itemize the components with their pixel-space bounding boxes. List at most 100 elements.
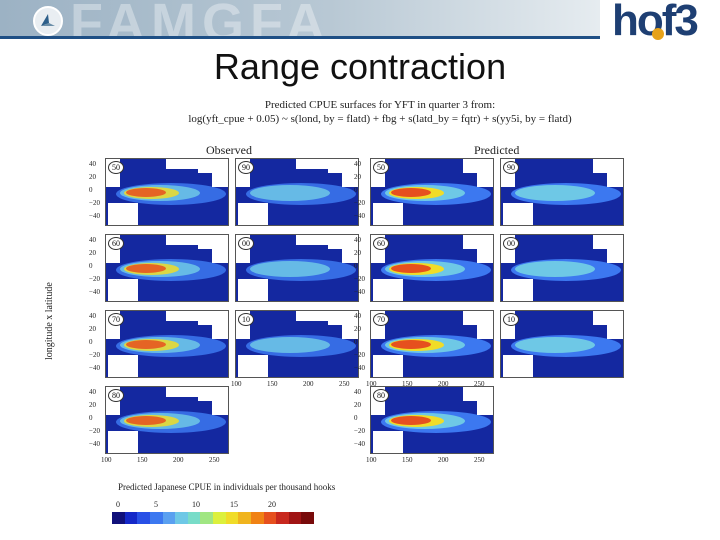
landmass	[108, 431, 138, 453]
column-header-observed: Observed	[206, 143, 252, 157]
legend-tick-label: 0	[116, 500, 120, 509]
heatmap-panel-observed-60: 60	[105, 234, 229, 302]
heatmap-panel-observed-90: 90	[235, 158, 359, 226]
landmass	[212, 169, 228, 187]
heatmap-panel-predicted-80: 80	[370, 386, 494, 454]
landmass	[212, 397, 228, 415]
y-tick-label: 20	[354, 173, 361, 181]
y-tick-label: 40	[354, 236, 361, 244]
legend-tick-label: 20	[268, 500, 276, 509]
x-tick-label: 200	[438, 380, 449, 388]
y-axis-title: longitude x latitude	[44, 282, 55, 360]
x-tick-label: 100	[366, 456, 377, 464]
y-tick-label: 0	[89, 262, 93, 270]
legend-swatch	[137, 512, 150, 524]
y-tick-label: 0	[89, 338, 93, 346]
header-band	[0, 0, 600, 36]
decade-badge: 50	[373, 161, 389, 174]
heatmap-panel-predicted-10: 10	[500, 310, 624, 378]
decade-badge: 10	[503, 313, 519, 326]
y-tick-label: −20	[354, 351, 365, 359]
heatmap-panel-predicted-50: 50	[370, 158, 494, 226]
landmass	[607, 321, 623, 339]
no-data-region	[166, 159, 228, 169]
y-tick-label: 20	[354, 401, 361, 409]
header-rule	[0, 36, 600, 39]
chart-formula: log(yft_cpue + 0.05) ~ s(lond, by = flat…	[188, 113, 572, 125]
legend-colorbar	[112, 512, 314, 524]
legend-swatch	[149, 512, 163, 524]
landmass	[373, 355, 403, 377]
logo-dot	[652, 28, 664, 40]
y-tick-label: −40	[354, 212, 365, 220]
decade-badge: 60	[373, 237, 389, 250]
x-tick-label: 200	[173, 456, 184, 464]
landmass	[238, 279, 268, 301]
heat-layer	[391, 188, 431, 197]
no-data-region	[166, 311, 228, 321]
y-tick-label: 20	[89, 249, 96, 257]
heat-layer	[126, 340, 166, 349]
landmass	[503, 279, 533, 301]
legend-swatch	[301, 512, 314, 524]
heatmap-panel-observed-50: 50	[105, 158, 229, 226]
y-tick-label: −40	[89, 364, 100, 372]
y-tick-label: 20	[89, 173, 96, 181]
heat-layer	[391, 340, 431, 349]
heatmap-panel-observed-10: 10	[235, 310, 359, 378]
heatmap-panel-predicted-60: 60	[370, 234, 494, 302]
legend-swatch	[263, 512, 277, 524]
header-watermark: FAMGFA	[70, 0, 331, 53]
y-tick-label: 20	[89, 325, 96, 333]
legend-swatch	[200, 512, 213, 524]
landmass	[373, 279, 403, 301]
landmass	[212, 245, 228, 263]
landmass	[212, 321, 228, 339]
landmass	[342, 169, 358, 187]
no-data-region	[166, 235, 228, 245]
legend-swatch	[238, 512, 251, 524]
legend-swatch	[276, 512, 289, 524]
landmass	[342, 321, 358, 339]
y-tick-label: 20	[89, 401, 96, 409]
y-tick-label: −40	[354, 288, 365, 296]
heat-layer	[250, 261, 330, 277]
legend-swatch	[213, 512, 226, 524]
y-tick-label: 0	[354, 338, 358, 346]
decade-badge: 90	[503, 161, 519, 174]
heat-layer	[126, 416, 166, 425]
legend-swatch	[250, 512, 264, 524]
legend-swatch	[162, 512, 176, 524]
y-tick-label: −20	[89, 275, 100, 283]
landmass	[503, 203, 533, 225]
y-tick-label: −20	[89, 351, 100, 359]
y-tick-label: 40	[89, 312, 96, 320]
y-tick-label: 40	[354, 160, 361, 168]
legend-swatch	[124, 512, 138, 524]
header-banner: FAMGFA	[0, 0, 720, 53]
y-tick-label: 40	[354, 388, 361, 396]
y-tick-label: −20	[354, 427, 365, 435]
y-tick-label: −40	[89, 212, 100, 220]
landmass	[477, 397, 493, 415]
heatmap-panel-predicted-90: 90	[500, 158, 624, 226]
landmass	[477, 321, 493, 339]
landmass	[477, 169, 493, 187]
heat-layer	[391, 264, 431, 273]
x-tick-label: 100	[231, 380, 242, 388]
x-tick-label: 250	[474, 380, 485, 388]
decade-badge: 00	[238, 237, 254, 250]
no-data-region	[296, 235, 358, 245]
x-tick-label: 150	[137, 456, 148, 464]
y-tick-label: 0	[354, 414, 358, 422]
decade-badge: 50	[108, 161, 124, 174]
decade-badge: 90	[238, 161, 254, 174]
y-tick-label: 40	[89, 160, 96, 168]
landmass	[373, 203, 403, 225]
landmass	[108, 279, 138, 301]
landmass	[477, 245, 493, 263]
legend-swatch	[112, 512, 125, 524]
y-tick-label: −40	[354, 364, 365, 372]
landmass	[607, 169, 623, 187]
legend-ticks: 0 5 10 15 20	[112, 500, 322, 510]
